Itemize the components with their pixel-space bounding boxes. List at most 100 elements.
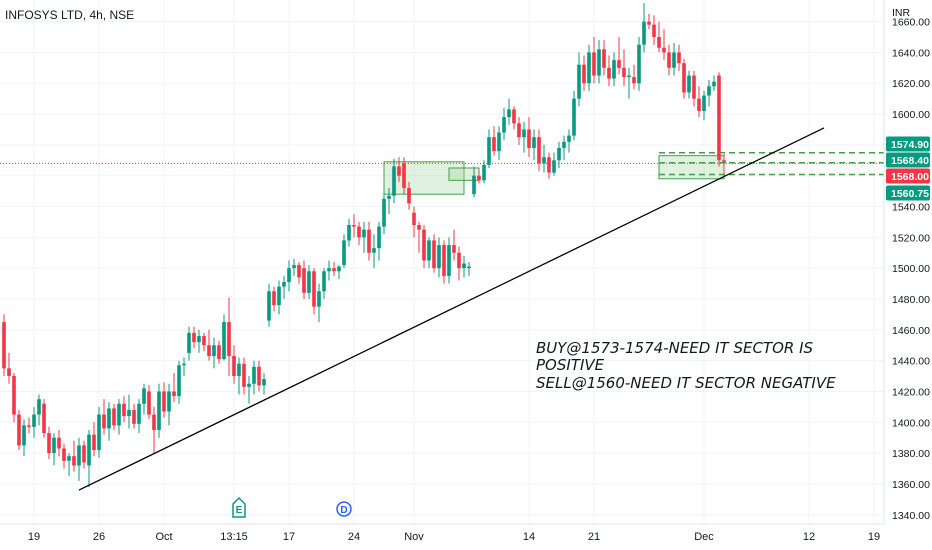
candle-body — [597, 49, 601, 76]
price-tag-label: 1560.75 — [891, 188, 929, 200]
candle-body — [462, 263, 466, 269]
candle-body — [92, 434, 96, 451]
candle-body — [222, 322, 226, 360]
candle-body — [357, 226, 361, 238]
candle — [272, 286, 276, 312]
candle-body — [487, 137, 491, 165]
candle-body — [372, 248, 376, 253]
price-tag-bg — [886, 185, 930, 201]
candle-body — [667, 52, 671, 68]
candle-body — [112, 408, 116, 426]
candle-body — [292, 265, 296, 269]
candle-body — [72, 456, 76, 466]
candle — [102, 399, 106, 435]
candle-body — [127, 409, 131, 417]
candle — [127, 394, 131, 429]
event-marker[interactable]: D — [336, 501, 352, 517]
candle — [392, 158, 396, 204]
candle-body — [337, 266, 341, 272]
candle — [407, 181, 411, 210]
price-tag: 1574.90 — [886, 136, 930, 152]
trendline[interactable] — [78, 127, 825, 491]
candle-body — [717, 75, 721, 161]
candle-body — [67, 456, 71, 461]
candle-body — [427, 240, 431, 261]
candle — [297, 262, 301, 284]
event-marker[interactable]: E — [232, 496, 246, 518]
candle — [357, 221, 361, 246]
candle-body — [187, 332, 191, 353]
candle-body — [22, 425, 26, 446]
candle-body — [532, 137, 536, 148]
event-marker-label: E — [236, 505, 243, 516]
candle-body — [687, 75, 691, 93]
candle-body — [467, 266, 471, 269]
candle — [372, 234, 376, 269]
candle — [92, 422, 96, 457]
candle-body — [77, 445, 81, 466]
candle — [432, 234, 436, 273]
candle-body — [347, 225, 351, 241]
time-tick-label: 19 — [28, 531, 40, 543]
candle — [482, 160, 486, 184]
candle-body — [322, 271, 326, 292]
candle-body — [382, 198, 386, 227]
candle — [607, 55, 611, 87]
price-tick-label: 1340.00 — [892, 510, 930, 522]
candle — [77, 437, 81, 481]
candle — [207, 329, 211, 361]
candle — [82, 440, 86, 469]
price-tag-bg — [886, 168, 930, 184]
candle — [177, 360, 181, 404]
candle-body — [177, 365, 181, 397]
candle — [377, 221, 381, 261]
candle — [507, 98, 511, 125]
candle — [137, 399, 141, 434]
dividend-icon[interactable] — [336, 501, 352, 517]
candle-body — [32, 414, 36, 427]
candle-body — [97, 414, 101, 451]
candle — [487, 129, 491, 168]
candle — [542, 144, 546, 173]
trendline-segment[interactable] — [78, 127, 825, 491]
candle-body — [522, 129, 526, 138]
candle — [7, 352, 11, 384]
candle-body — [352, 225, 356, 227]
candle — [602, 40, 606, 76]
candle-body — [332, 268, 336, 272]
price-tick-label: 1480.00 — [892, 294, 930, 306]
candle-body — [62, 448, 66, 461]
highlight-zones — [383, 155, 725, 195]
candle — [692, 70, 696, 107]
time-axis[interactable]: 19 26 Oct 13:15 17 24 Nov 14 21 Dec 12 19 — [28, 531, 880, 543]
candle-body — [722, 160, 726, 164]
zone-rect[interactable] — [658, 155, 725, 180]
candle — [497, 126, 501, 161]
candle — [552, 152, 556, 176]
candle — [592, 36, 596, 84]
candle — [47, 426, 51, 460]
candle — [112, 403, 116, 430]
candle — [252, 360, 256, 395]
trade-annotation[interactable]: BUY@1573-1574-NEED IT SECTOR IS POSITIVE… — [536, 339, 836, 392]
candle-body — [422, 229, 426, 261]
candle-body — [617, 60, 621, 68]
candle — [67, 453, 71, 477]
candle-body — [562, 141, 566, 148]
candle — [237, 357, 241, 395]
candle — [257, 360, 261, 392]
candle — [157, 383, 161, 438]
candle — [477, 171, 481, 184]
candle-body — [137, 403, 141, 424]
candle — [202, 332, 206, 352]
earnings-icon[interactable] — [232, 496, 246, 518]
candle-body — [712, 81, 716, 87]
candle-body — [242, 363, 246, 387]
candle — [147, 385, 151, 420]
candle — [577, 52, 581, 107]
time-tick-label: 26 — [93, 531, 105, 543]
price-axis[interactable]: INR 1340.00 1360.00 1380.00 1400.00 1420.00 1… — [892, 7, 930, 522]
candle-body — [497, 132, 501, 152]
